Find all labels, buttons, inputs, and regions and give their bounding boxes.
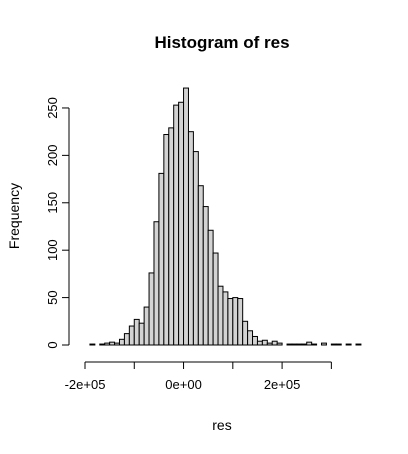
x-tick-label: 2e+05 [264, 377, 301, 392]
histogram-bar [89, 343, 96, 346]
histogram-bar [158, 172, 165, 346]
y-axis: 0 50 100 150 200 250 [45, 97, 70, 349]
histogram-bar [311, 343, 318, 346]
histogram-bar [296, 343, 303, 346]
histogram-bar [301, 343, 308, 346]
histogram-bar [242, 320, 249, 346]
y-tick-label: 200 [45, 145, 60, 167]
histogram-bar [306, 341, 313, 346]
histogram-bar [178, 101, 185, 346]
histogram-bar [286, 343, 293, 346]
chart-title: Histogram of res [154, 33, 289, 52]
histogram-bar [345, 343, 352, 346]
histogram-bar [247, 330, 254, 346]
y-axis-label: Frequency [6, 183, 22, 249]
histogram-bar [163, 134, 170, 346]
histogram-bar [212, 252, 219, 346]
histogram-bar [123, 333, 130, 346]
histogram-bar [128, 325, 135, 346]
histogram-bar [321, 342, 327, 346]
histogram-bar [261, 339, 268, 346]
histogram-bar [104, 342, 111, 346]
histogram-bar [173, 104, 180, 346]
histogram-bar [276, 342, 283, 346]
histogram-bar [187, 131, 194, 346]
histogram-bar [237, 298, 244, 346]
histogram-bar [118, 338, 125, 346]
histogram-bar [232, 297, 239, 346]
x-axis: -2e+05 0e+00 2e+05 [65, 361, 332, 392]
histogram-bar [197, 185, 204, 346]
histogram-bar [99, 343, 106, 346]
histogram-bar [271, 340, 278, 346]
histogram-bar [207, 229, 214, 346]
histogram-bars [89, 87, 362, 346]
histogram-bar [217, 285, 224, 346]
y-tick-label: 50 [45, 290, 60, 304]
y-tick-label: 250 [45, 97, 60, 119]
histogram-bar [168, 127, 175, 346]
histogram-bar [183, 87, 189, 346]
histogram-bar [138, 322, 145, 346]
histogram-bar [266, 342, 273, 346]
histogram-bar [330, 343, 337, 346]
histogram-bar [256, 340, 263, 346]
histogram-bar [109, 341, 116, 346]
y-tick-label: 100 [45, 239, 60, 261]
histogram-bar [153, 221, 160, 346]
histogram-bar [143, 306, 150, 346]
histogram-bar [192, 151, 199, 346]
x-tick-label: -2e+05 [65, 377, 106, 392]
histogram-bar [133, 318, 140, 346]
y-tick-label: 150 [45, 192, 60, 214]
histogram-bar [227, 298, 234, 346]
histogram-bar [148, 272, 155, 346]
histogram-bar [335, 343, 342, 346]
x-tick-label: 0e+00 [165, 377, 202, 392]
histogram-bar [202, 206, 209, 346]
histogram-bar [355, 343, 362, 346]
histogram-bar [222, 291, 229, 346]
histogram-bar [291, 343, 298, 346]
y-tick-label: 0 [45, 341, 60, 348]
x-axis-label: res [212, 417, 231, 433]
histogram-bar [252, 335, 258, 346]
histogram-bar [114, 342, 120, 346]
